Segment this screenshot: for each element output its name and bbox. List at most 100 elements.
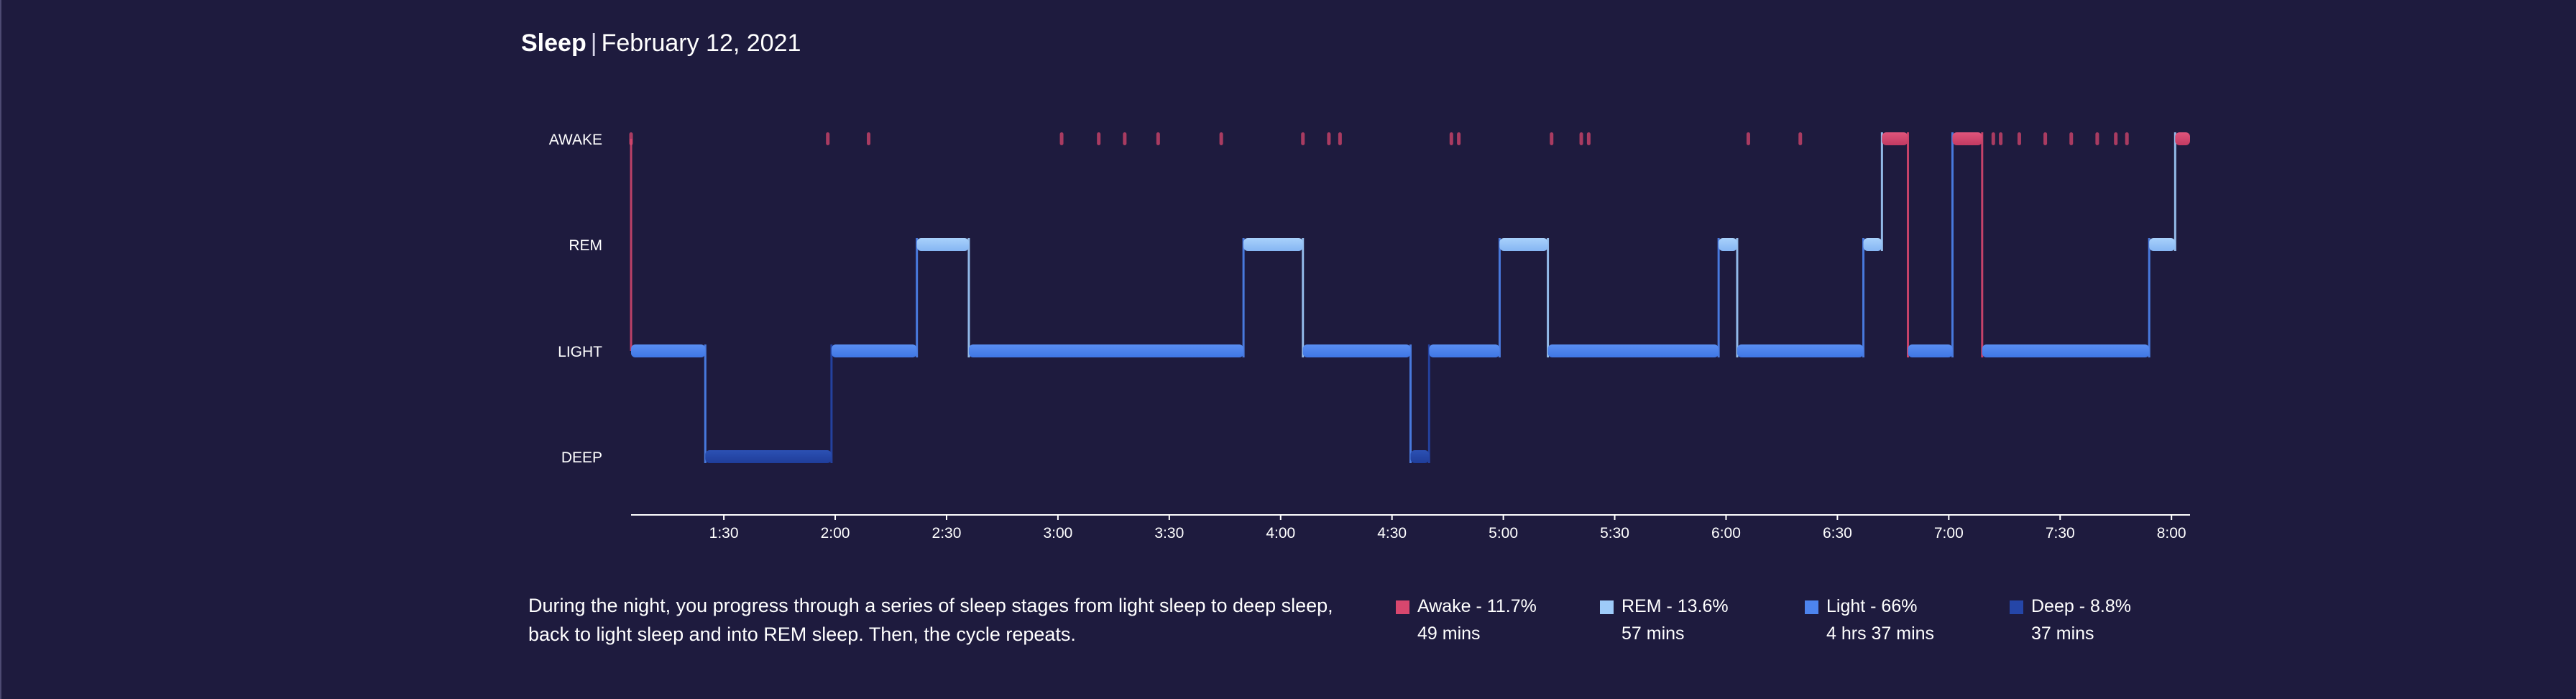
legend-swatch-rem <box>1600 600 1614 614</box>
segment-awake-16 <box>1952 132 1982 145</box>
awakening-18 <box>1991 132 1995 145</box>
awakening-4 <box>1097 132 1101 145</box>
x-axis-ticks: 1:30 2:00 2:30 3:00 3:30 4:00 4:30 5:00 5:30 6:00… <box>709 515 2186 542</box>
stage-blocks <box>631 132 2190 463</box>
y-label-deep: DEEP <box>561 449 602 466</box>
segment-light-8 <box>1429 344 1500 357</box>
segment-light-15 <box>1908 344 1953 357</box>
legend-duration-rem: 57 mins <box>1622 623 1685 644</box>
stage-labels: AWAKE REM LIGHT DEEP <box>549 132 602 466</box>
segment-deep-7 <box>1410 450 1430 463</box>
awakening-3 <box>1059 132 1064 145</box>
transition-7 <box>1409 344 1412 463</box>
transition-15 <box>1907 132 1910 357</box>
legend-swatch-light <box>1805 600 1818 614</box>
segment-rem-11 <box>1719 238 1737 251</box>
x-tick-label-6-00: 6:00 <box>1711 525 1741 542</box>
awakening-7 <box>1219 132 1223 145</box>
x-tick-label-1-30: 1:30 <box>709 525 739 542</box>
legend-duration-deep: 37 mins <box>2031 623 2094 644</box>
transition-16 <box>1951 132 1954 357</box>
segment-rem-18 <box>2149 238 2176 251</box>
segment-deep-1 <box>705 450 832 463</box>
segment-light-0 <box>631 344 706 357</box>
awakening-14 <box>1579 132 1583 145</box>
legend-label-rem: REM - 13.6% <box>1622 596 1729 616</box>
awakening-10 <box>1338 132 1342 145</box>
segment-light-6 <box>1302 344 1411 357</box>
segment-light-12 <box>1736 344 1864 357</box>
legend-label-deep: Deep - 8.8% <box>2031 596 2131 616</box>
y-label-light: LIGHT <box>558 344 602 360</box>
awakening-12 <box>1457 132 1461 145</box>
awakening-24 <box>2114 132 2118 145</box>
x-tick-label-3-00: 3:00 <box>1043 525 1072 542</box>
transition-6 <box>1302 238 1305 357</box>
awakening-1 <box>826 132 830 145</box>
segment-awake-19 <box>2175 132 2190 145</box>
awakening-8 <box>1301 132 1305 145</box>
transition-18 <box>2148 238 2150 357</box>
transition-9 <box>1498 238 1501 357</box>
awakening-15 <box>1586 132 1591 145</box>
segment-light-4 <box>968 344 1244 357</box>
page-title: Sleep | February 12, 2021 <box>521 27 801 59</box>
legend-label-light: Light - 66% <box>1826 596 1918 616</box>
awakening-6 <box>1156 132 1160 145</box>
title-main: Sleep <box>521 29 586 57</box>
awakening-ticks <box>629 132 2129 145</box>
transition-5 <box>1242 238 1245 357</box>
legend-swatch-deep <box>2010 600 2023 614</box>
legend-duration-awake: 49 mins <box>1417 623 1481 644</box>
segment-rem-13 <box>1863 238 1882 251</box>
x-tick-label-8-00: 8:00 <box>2157 525 2186 542</box>
awakening-11 <box>1449 132 1453 145</box>
y-label-rem: REM <box>569 237 602 254</box>
left-edge-border <box>0 0 1 699</box>
title-date: February 12, 2021 <box>601 29 801 57</box>
transition-4 <box>967 238 970 357</box>
awakening-19 <box>1999 132 2003 145</box>
legend-label-awake: Awake - 11.7% <box>1417 596 1537 616</box>
x-tick-label-5-30: 5:30 <box>1600 525 1629 542</box>
awakening-22 <box>2069 132 2074 145</box>
segment-light-10 <box>1547 344 1719 357</box>
x-tick-label-6-30: 6:30 <box>1823 525 1852 542</box>
transition-17 <box>1981 132 1984 357</box>
awakening-9 <box>1327 132 1331 145</box>
sleep-description: During the night, you progress through a… <box>528 595 1333 645</box>
awakening-16 <box>1746 132 1750 145</box>
x-tick-label-7-00: 7:00 <box>1934 525 1964 542</box>
awakening-25 <box>2125 132 2129 145</box>
awakening-13 <box>1550 132 1554 145</box>
transition-10 <box>1547 238 1550 357</box>
y-label-awake: AWAKE <box>549 132 602 148</box>
x-tick-label-2-00: 2:00 <box>821 525 850 542</box>
transition-13 <box>1862 238 1865 357</box>
transition-3 <box>916 238 919 357</box>
transition-12 <box>1736 238 1739 357</box>
transition-2 <box>830 344 833 463</box>
legend-duration-light: 4 hrs 37 mins <box>1826 623 1935 644</box>
title-separator: | <box>590 29 597 57</box>
segment-light-17 <box>1982 344 2150 357</box>
transition-19 <box>2174 132 2176 251</box>
transition-11 <box>1717 238 1720 357</box>
x-tick-label-4-00: 4:00 <box>1266 525 1295 542</box>
x-tick-label-7-30: 7:30 <box>2046 525 2075 542</box>
stage-transitions <box>630 132 2176 463</box>
sleep-stages-chart: AWAKE REM LIGHT DEEP 1:30 2:00 2:30 3:00 3:30 4:… <box>549 132 2190 542</box>
transition-1 <box>704 344 707 463</box>
x-tick-label-2-30: 2:30 <box>932 525 962 542</box>
segment-awake-14 <box>1882 132 1908 145</box>
awakening-5 <box>1123 132 1127 145</box>
x-tick-label-5-00: 5:00 <box>1489 525 1518 542</box>
transition-8 <box>1427 344 1430 463</box>
awakening-21 <box>2043 132 2048 145</box>
x-tick-label-3-30: 3:30 <box>1154 525 1184 542</box>
transition-start <box>630 139 632 351</box>
transition-14 <box>1880 132 1883 251</box>
awakening-17 <box>1798 132 1803 145</box>
segment-rem-3 <box>916 238 969 251</box>
